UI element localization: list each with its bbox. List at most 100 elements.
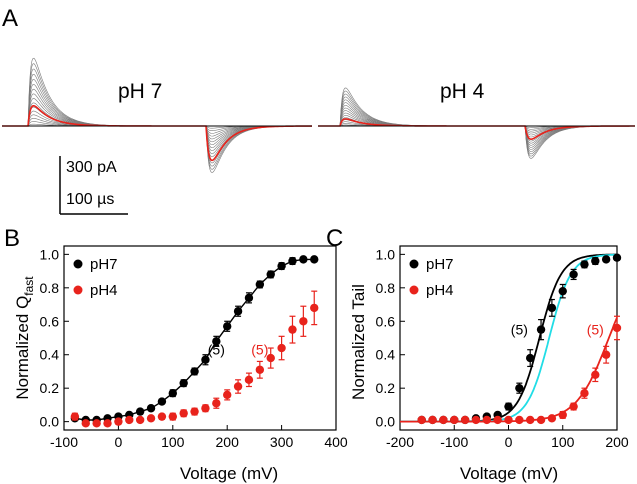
data-point-pH4 xyxy=(201,404,210,413)
panel-b-ylabel: Normalized Qfast xyxy=(13,276,36,400)
x-tick-label: -200 xyxy=(386,434,414,450)
data-point-pH4 xyxy=(103,419,112,428)
data-point-pH7 xyxy=(536,325,546,334)
legend-marker-pH7 xyxy=(409,259,419,269)
y-tick-label: 1.0 xyxy=(376,246,396,262)
data-point-pH7 xyxy=(168,389,177,398)
data-point-pH4 xyxy=(288,325,297,334)
data-point-pH4 xyxy=(255,365,265,374)
condition-label-ph4: pH 4 xyxy=(440,80,485,103)
x-tick-label: 300 xyxy=(270,434,294,450)
panel-b-ylabel-main: Normalized Q xyxy=(13,296,32,400)
condition-label-ph7: pH 7 xyxy=(118,80,162,103)
data-point-pH4 xyxy=(601,350,611,359)
data-point-pH7 xyxy=(266,270,275,279)
data-point-pH4 xyxy=(310,303,319,313)
n-annotation: (5) xyxy=(511,322,528,338)
data-point-pH7 xyxy=(223,322,232,331)
y-tick-label: 0.2 xyxy=(376,380,396,396)
x-tick-label: 400 xyxy=(324,434,348,450)
x-tick-label: 100 xyxy=(551,434,575,450)
scale-bar-current-label: 300 pA xyxy=(66,159,117,176)
y-tick-label: 0.4 xyxy=(376,347,396,363)
data-point-pH4 xyxy=(212,399,221,408)
data-point-pH7 xyxy=(179,378,188,388)
data-point-pH7 xyxy=(255,280,265,289)
data-point-pH7 xyxy=(580,260,589,269)
data-point-pH7 xyxy=(146,404,156,413)
x-tick-label: 200 xyxy=(216,434,240,450)
data-point-pH7 xyxy=(310,255,319,264)
data-point-pH4 xyxy=(168,412,177,421)
data-point-pH4 xyxy=(157,412,167,421)
panel-c-chart: -200 -100 0 100 200 0.0 0.2 0.4 0.6 0.8 1.0 pH7 pH4 (… xyxy=(376,245,629,450)
data-point-pH7 xyxy=(547,303,557,313)
data-point-pH4 xyxy=(266,353,275,363)
y-tick-label: 0.2 xyxy=(40,380,60,396)
data-point-pH4 xyxy=(558,410,567,420)
data-point-pH4 xyxy=(135,415,145,425)
trace-line-highlight xyxy=(318,118,635,140)
panel-c-ylabel: Normalized Tail xyxy=(349,284,368,400)
legend-label-pH7: pH7 xyxy=(90,256,118,273)
panel-b-xlabel: Voltage (mV) xyxy=(180,464,278,483)
x-tick-label: -100 xyxy=(440,434,468,450)
data-point-pH4 xyxy=(277,343,286,353)
data-point-pH7 xyxy=(135,407,145,416)
data-point-pH4 xyxy=(536,415,546,425)
data-point-pH7 xyxy=(233,307,243,316)
data-point-pH7 xyxy=(157,397,167,406)
scale-bar-time-label: 100 µs xyxy=(66,191,114,208)
panel-a-letter: A xyxy=(2,5,18,32)
panel-b-letter: B xyxy=(4,225,20,252)
data-point-pH4 xyxy=(81,419,90,428)
data-point-pH7 xyxy=(288,256,297,266)
data-point-pH7 xyxy=(299,255,308,264)
panel-b-ylabel-subscript: fast xyxy=(22,276,36,296)
data-point-pH4 xyxy=(547,414,557,423)
x-tick-label: 0 xyxy=(115,434,123,450)
data-point-pH7 xyxy=(612,253,622,262)
panel-c-letter: C xyxy=(326,225,343,252)
scale-bar: 300 pA 100 µs xyxy=(59,156,128,215)
panel-a-current-traces xyxy=(2,57,636,173)
y-tick-label: 1.0 xyxy=(40,246,60,262)
legend-marker-pH4 xyxy=(409,285,419,295)
data-point-pH7 xyxy=(591,256,600,266)
panel-c-xlabel: Voltage (mV) xyxy=(460,464,558,483)
data-point-pH4 xyxy=(580,389,589,398)
data-point-pH4 xyxy=(569,402,578,411)
data-point-pH7 xyxy=(601,255,611,264)
legend-marker-pH4 xyxy=(73,285,83,295)
data-point-pH4 xyxy=(460,415,470,425)
data-point-pH7 xyxy=(244,293,254,303)
legend-label-pH4: pH4 xyxy=(90,282,118,299)
y-tick-label: 0.6 xyxy=(376,313,396,329)
n-annotation: (5) xyxy=(251,342,268,358)
data-point-pH7 xyxy=(277,261,286,271)
x-tick-label: 200 xyxy=(605,434,629,450)
data-point-pH7 xyxy=(569,270,578,279)
data-point-pH7 xyxy=(212,337,221,346)
x-tick-label: 0 xyxy=(505,434,513,450)
trace-line-highlight xyxy=(2,104,312,162)
data-point-pH4 xyxy=(299,317,308,326)
data-point-pH4 xyxy=(612,323,622,333)
x-tick-label: 100 xyxy=(161,434,185,450)
data-point-pH4 xyxy=(70,412,80,421)
n-annotation: (5) xyxy=(587,322,604,338)
data-point-pH4 xyxy=(482,415,491,425)
data-point-pH7 xyxy=(558,286,567,296)
data-point-pH4 xyxy=(515,415,524,425)
data-point-pH4 xyxy=(493,415,502,425)
legend-label-pH4: pH4 xyxy=(426,282,454,299)
data-point-pH7 xyxy=(526,353,535,363)
y-tick-label: 0.0 xyxy=(40,414,60,430)
data-point-pH7 xyxy=(504,402,513,411)
data-point-pH4 xyxy=(92,419,101,428)
y-tick-label: 0.4 xyxy=(40,347,60,363)
y-tick-label: 0.8 xyxy=(40,280,60,296)
n-annotation: (5) xyxy=(208,342,225,358)
data-point-pH4 xyxy=(471,415,481,425)
